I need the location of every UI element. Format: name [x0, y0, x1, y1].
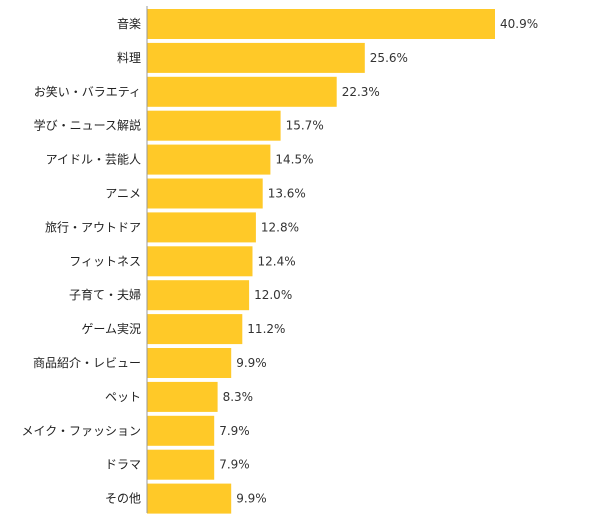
value-label-7: 12.4%: [258, 254, 296, 268]
value-label-2: 22.3%: [342, 85, 380, 99]
category-label-5: アニメ: [105, 187, 141, 201]
value-label-3: 15.7%: [286, 119, 324, 133]
category-label-12: メイク・ファッション: [21, 424, 141, 438]
category-label-1: 料理: [117, 51, 141, 65]
bar-6: [147, 212, 256, 243]
value-label-8: 12.0%: [254, 288, 292, 302]
category-label-9: ゲーム実況: [81, 321, 141, 336]
value-label-1: 25.6%: [370, 51, 408, 65]
category-label-11: ペット: [105, 390, 141, 404]
category-label-13: ドラマ: [105, 458, 141, 472]
category-labels: 音楽料理お笑い・バラエティ学び・ニュース解説アイドル・芸能人アニメ旅行・アウトド…: [21, 16, 141, 506]
value-label-10: 9.9%: [236, 356, 267, 370]
bar-11: [147, 381, 218, 412]
category-label-6: 旅行・アウトドア: [45, 220, 141, 234]
value-label-11: 8.3%: [223, 390, 254, 404]
value-label-5: 13.6%: [268, 187, 306, 201]
category-label-2: お笑い・バラエティ: [34, 84, 141, 99]
bar-13: [147, 449, 215, 480]
category-label-14: その他: [105, 492, 141, 506]
bar-14: [147, 483, 232, 514]
value-label-4: 14.5%: [275, 153, 313, 167]
value-labels: 40.9% 25.6% 22.3% 15.7% 14.5% 13.6% 12.8% 12.4%…: [219, 17, 538, 506]
value-label-12: 7.9%: [219, 424, 250, 438]
bar-0: [147, 9, 495, 39]
bar-3: [147, 110, 281, 141]
value-label-14: 9.9%: [236, 492, 267, 506]
bar-12: [147, 415, 215, 446]
category-label-10: 商品紹介・レビュー: [33, 355, 141, 370]
bar-5: [147, 178, 263, 209]
category-label-0: 音楽: [117, 16, 141, 31]
value-label-13: 7.9%: [219, 458, 250, 472]
bar-9: [147, 314, 243, 345]
bar-1: [147, 42, 365, 73]
category-label-7: フィットネス: [69, 254, 141, 268]
category-label-8: 子育て・夫婦: [69, 287, 141, 302]
bars-group: [147, 9, 495, 514]
bar-8: [147, 280, 250, 311]
value-label-6: 12.8%: [261, 220, 299, 234]
value-label-9: 11.2%: [247, 322, 285, 336]
bar-7: [147, 246, 253, 277]
bar-4: [147, 144, 271, 175]
value-label-0: 40.9%: [500, 17, 538, 31]
bar-2: [147, 76, 337, 107]
bar-10: [147, 348, 232, 378]
category-label-4: アイドル・芸能人: [46, 153, 141, 167]
category-label-3: 学び・ニュース解説: [34, 118, 141, 133]
